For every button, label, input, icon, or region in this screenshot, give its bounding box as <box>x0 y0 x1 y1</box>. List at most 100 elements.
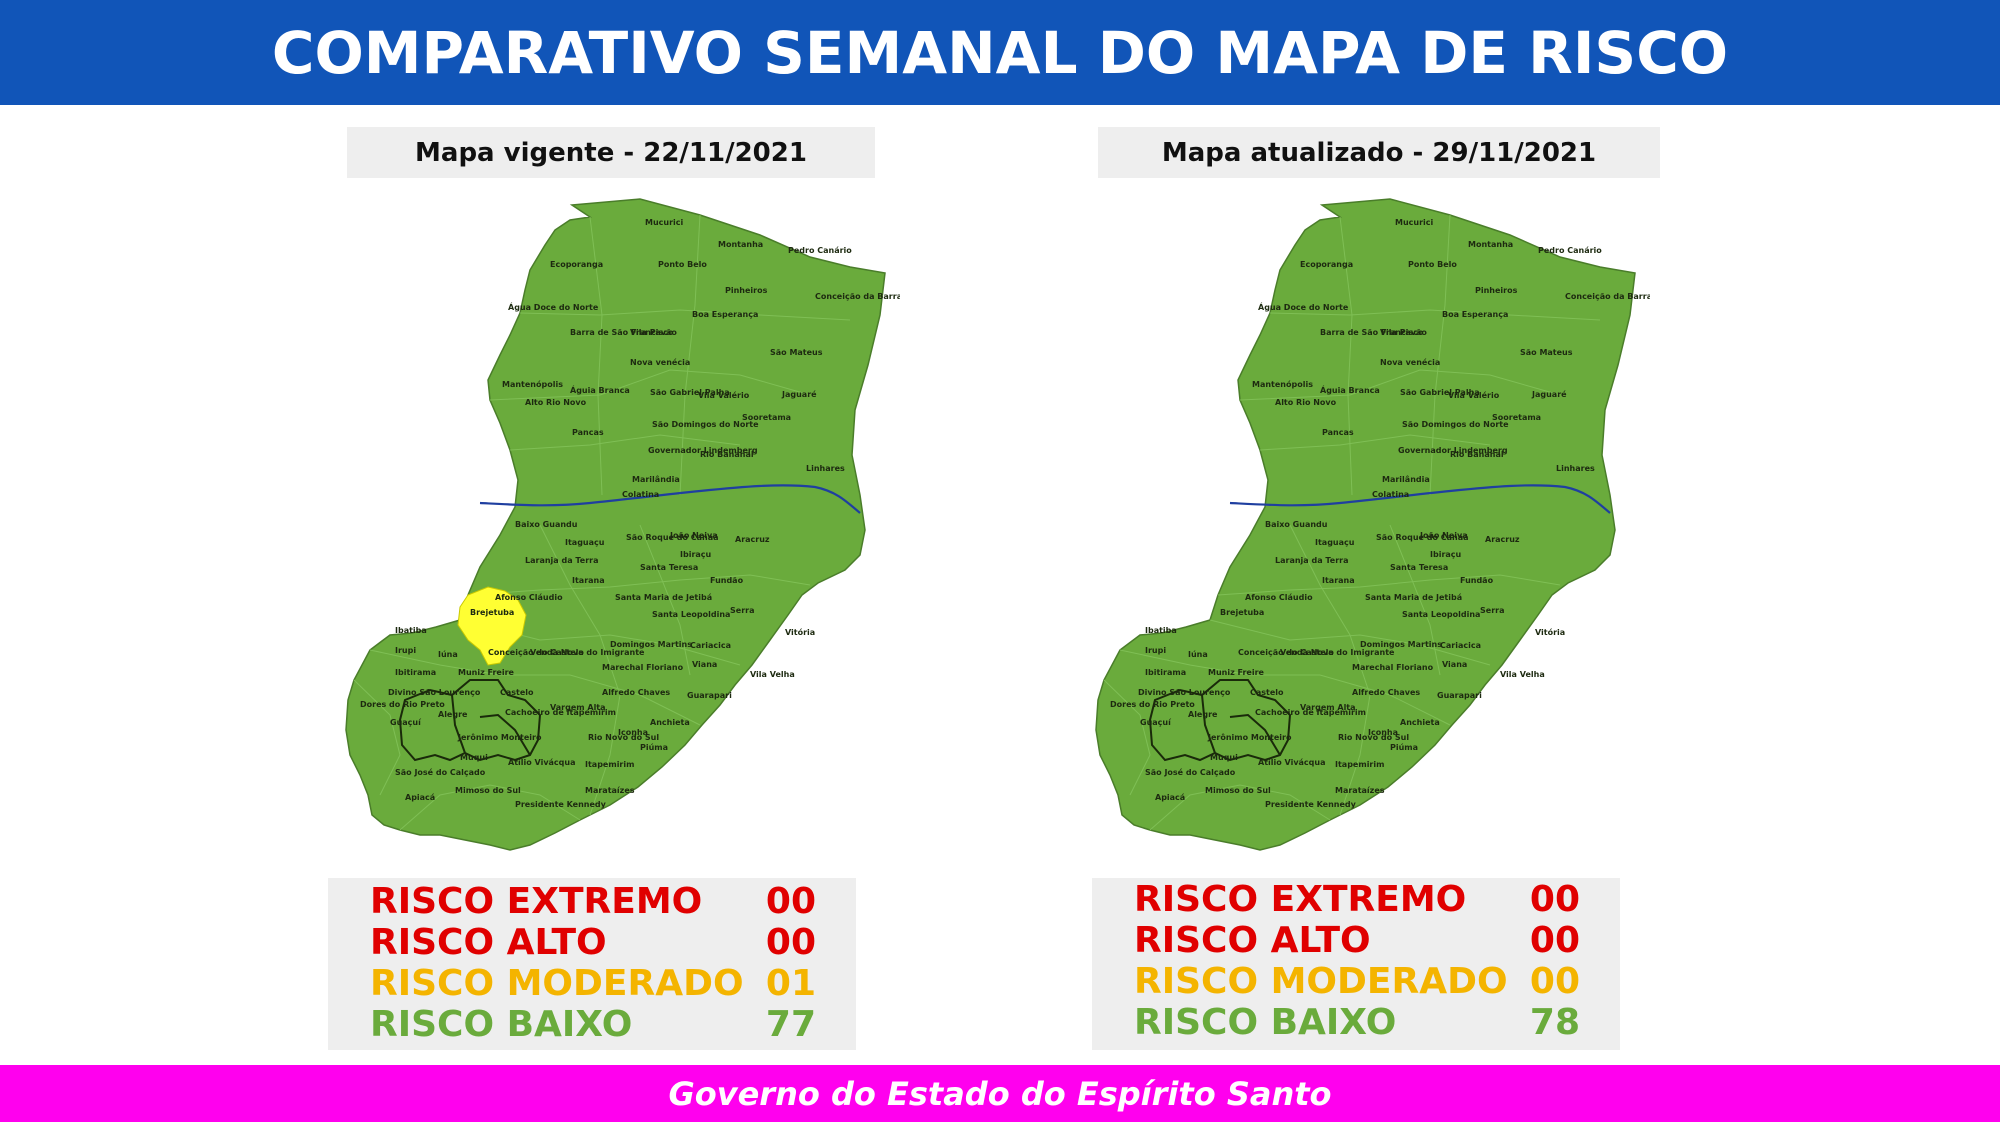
municipality-label: Conceição da Barra <box>815 292 900 301</box>
municipal-border <box>1209 619 1491 666</box>
municipality-label: Mantenópolis <box>502 379 563 389</box>
municipal-border <box>399 784 581 831</box>
municipality-label: São Gabriel Palha <box>650 388 730 397</box>
municipality-label: Ibiraçu <box>1430 550 1462 559</box>
municipality-label: Venda Nova do Imigrante <box>530 648 645 657</box>
municipality-label: Pancas <box>572 428 604 437</box>
municipality-label: Vargem Alta <box>1300 703 1356 712</box>
municipality-label: Domingos Martins <box>1360 640 1442 649</box>
municipal-border <box>353 679 401 796</box>
municipality-label: Ecoporanga <box>550 260 603 269</box>
municipality-label: São Domingos do Norte <box>652 420 759 429</box>
municipality-label: Anchieta <box>650 718 690 727</box>
state-outline <box>1095 198 1636 851</box>
municipality-label: Marilândia <box>632 475 680 484</box>
legend-value-high: 00 <box>765 922 816 963</box>
municipality-label: Fundão <box>710 576 744 585</box>
municipality-label: Marataízes <box>585 786 635 795</box>
current-risk-map: Mucurici Montanha Pedro Canário Ecoporanga P… <box>340 195 902 855</box>
municipality-label: João Neiva <box>669 531 718 540</box>
municipality-label: Ecoporanga <box>1300 260 1353 269</box>
municipality-label: Baixo Guandu <box>1265 520 1328 529</box>
updated-map-date-text: Mapa atualizado - 29/11/2021 <box>1161 137 1597 168</box>
municipality-label: Alfredo Chaves <box>602 688 670 697</box>
municipality-label: Iconha <box>618 728 648 737</box>
municipality-label: Dores do Rio Preto <box>360 700 445 709</box>
municipality-label: Laranja da Terra <box>525 556 598 565</box>
municipality-label: Alto Rio Novo <box>1275 398 1337 407</box>
municipality-label: Nova venécia <box>1380 357 1440 367</box>
municipality-label: Águia Branca <box>570 384 630 395</box>
municipality-label: São Domingos do Norte <box>1402 420 1509 429</box>
municipality-label: Brejetuba <box>470 608 514 617</box>
municipality-label: Domingos Martins <box>610 640 692 649</box>
municipality-label: Presidente Kennedy <box>1265 800 1357 809</box>
municipality-label: Ibitirama <box>395 668 436 677</box>
municipality-label: Alegre <box>438 710 468 719</box>
legend-value-extreme: 00 <box>1529 879 1580 920</box>
municipality-label: Governador Lindemberg <box>648 446 758 455</box>
municipality-label: Santa Leopoldina <box>1402 610 1480 619</box>
municipality-label: Jerônimo Monteiro <box>1207 732 1292 742</box>
municipal-border <box>369 649 701 726</box>
municipality-label: Piúma <box>1390 743 1418 752</box>
municipality-label: Alfredo Chaves <box>1352 688 1420 697</box>
municipal-border <box>1239 369 1561 401</box>
legend-label-low: RISCO BAIXO <box>370 1004 633 1045</box>
municipality-label: Boa Esperança <box>692 310 758 319</box>
footer-text: Governo do Estado do Espírito Santo <box>668 1074 1332 1113</box>
municipality-label: Santa Leopoldina <box>652 610 730 619</box>
legend-row-low: RISCO BAIXO 78 <box>1092 1003 1620 1043</box>
municipal-border <box>1389 524 1441 676</box>
municipality-label: Apiacá <box>1155 793 1185 802</box>
municipality-label: Cariacica <box>1440 641 1481 650</box>
municipality-label: São Roque do Canaã <box>1376 533 1469 542</box>
municipality-label: São Mateus <box>770 348 823 357</box>
municipality-label: Vila Pavão <box>1380 328 1427 337</box>
municipality-label: Guaçuí <box>1140 718 1172 727</box>
municipality-label: Castelo <box>500 688 534 697</box>
municipality-label: Viana <box>692 660 717 669</box>
municipality-label: Muniz Freire <box>1208 668 1265 677</box>
municipality-label: Marataízes <box>1335 786 1385 795</box>
municipal-border <box>1217 574 1561 596</box>
legend-label-extreme: RISCO EXTREMO <box>370 881 703 922</box>
municipality-label: Cachoeiro de Itapemirim <box>1255 708 1366 717</box>
municipality-label: Rio Novo do Sul <box>1338 733 1409 742</box>
municipality-label: Serra <box>1480 606 1504 615</box>
region-border <box>398 679 542 762</box>
legend-label-high: RISCO ALTO <box>370 922 607 963</box>
municipal-border <box>467 574 811 596</box>
municipality-label: Marilândia <box>1382 475 1430 484</box>
municipality-label: Itaguaçu <box>565 538 605 547</box>
municipality-label: Jerônimo Monteiro <box>457 732 542 742</box>
municipality-label: Marechal Floriano <box>602 663 684 672</box>
updated-risk-map-svg: Mucurici Montanha Pedro Canário Ecoporanga P… <box>1095 198 1652 851</box>
municipality-label: Ibitirama <box>1145 668 1186 677</box>
municipality-label: Guarapari <box>687 691 732 700</box>
header-banner: COMPARATIVO SEMANAL DO MAPA DE RISCO <box>0 0 2000 105</box>
current-map-date-text: Mapa vigente - 22/11/2021 <box>415 137 807 168</box>
municipal-border <box>1289 524 1371 816</box>
municipality-label: Pinheiros <box>1475 286 1518 295</box>
municipality-label: Mucurici <box>1395 218 1434 227</box>
municipality-label: Guarapari <box>1437 691 1482 700</box>
municipality-label: Divino São Lourenço <box>388 688 481 697</box>
municipality-label: Irupi <box>1145 646 1166 655</box>
municipality-label: Colatina <box>622 490 659 499</box>
municipality-label: Mimoso do Sul <box>455 786 521 795</box>
municipality-label: Pedro Canário <box>1538 246 1602 255</box>
municipality-label: Dores do Rio Preto <box>1110 700 1195 709</box>
municipality-label: Jaguaré <box>781 389 817 399</box>
municipality-label: Pinheiros <box>725 286 768 295</box>
municipality-label: Ponto Belo <box>658 260 707 269</box>
state-outline <box>345 198 886 851</box>
municipality-label: Mantenópolis <box>1252 379 1313 389</box>
river-doce <box>479 484 861 514</box>
municipality-label: Viana <box>1442 660 1467 669</box>
municipality-label: Conceição do Castelo <box>488 648 584 657</box>
legend-row-high: RISCO ALTO 00 <box>328 923 856 963</box>
municipality-label: Itarana <box>572 576 605 585</box>
municipal-border <box>1429 214 1451 496</box>
municipal-border <box>509 434 741 451</box>
